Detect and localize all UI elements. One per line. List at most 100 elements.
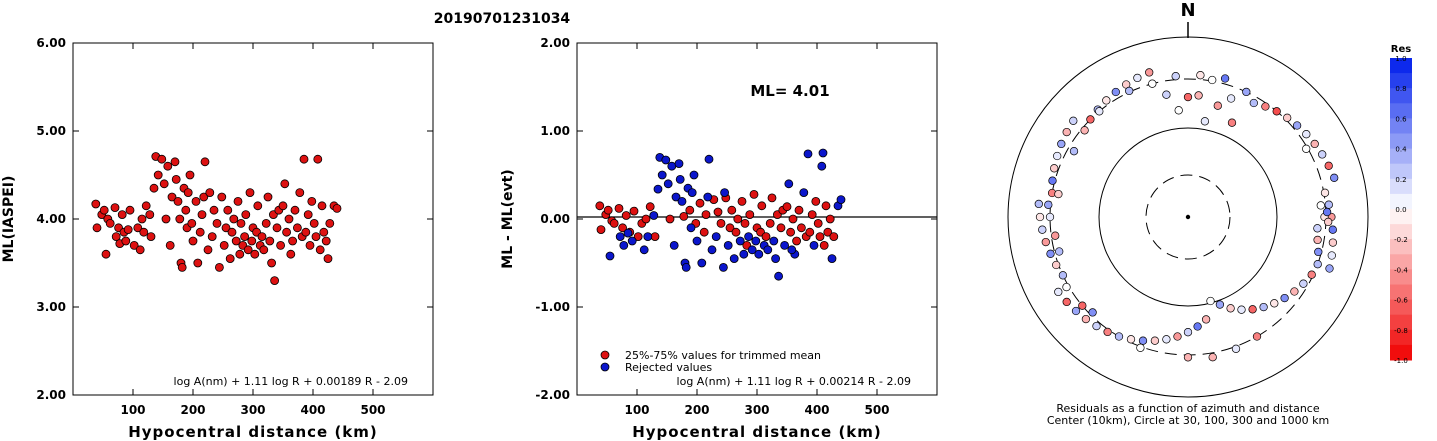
station-marker <box>1280 293 1289 303</box>
ml-point <box>229 214 239 224</box>
ml-point <box>315 245 325 255</box>
station-marker <box>1069 147 1079 156</box>
ml-points <box>91 152 342 286</box>
station-marker <box>1226 304 1235 313</box>
accepted-point <box>609 218 619 228</box>
ml-point <box>295 188 305 198</box>
station-marker <box>1307 270 1316 279</box>
station-marker <box>1034 199 1043 209</box>
accepted-point <box>595 201 605 211</box>
rejected-point <box>667 161 677 171</box>
station-marker <box>1038 225 1047 234</box>
ml-point <box>235 249 245 259</box>
accepted-point <box>749 189 759 199</box>
station-marker <box>1035 212 1045 222</box>
accepted-point <box>813 218 823 228</box>
ml-point <box>163 161 173 171</box>
colorbar-cell <box>1390 73 1412 89</box>
rejected-point <box>692 236 702 246</box>
ml-point <box>125 205 135 215</box>
station-marker <box>1220 74 1230 83</box>
legend-marker-accepted <box>600 350 610 360</box>
x-tick-label: 500 <box>360 403 385 417</box>
ml-scatter-panel: 100 200 300 400 500 2.00 3.00 4.00 5.00 6.00 Hyp… <box>1 36 434 441</box>
ml-point <box>214 262 224 272</box>
y-tick-label: -1.00 <box>535 300 570 314</box>
residual-formula: log A(nm) + 1.11 log R + 0.00214 R - 2.0… <box>677 375 911 388</box>
x-tick-label: 200 <box>684 403 709 417</box>
ml-point <box>309 218 319 228</box>
ml-point <box>99 205 109 215</box>
rejected-point <box>619 240 629 250</box>
y-tick-label: 1.00 <box>540 124 570 138</box>
colorbar-tick-label: 0.6 <box>1395 115 1407 123</box>
colorbar-cell <box>1390 118 1412 134</box>
station-marker <box>1325 264 1334 273</box>
legend-label-rejected: Rejected values <box>625 361 712 374</box>
x-tick-label: 400 <box>300 403 325 417</box>
ml-point <box>101 249 111 259</box>
ml-point <box>165 240 175 250</box>
ml-point <box>263 192 273 202</box>
colorbar-tick-label: 0.2 <box>1395 176 1406 184</box>
accepted-point <box>815 232 825 242</box>
ml-point <box>219 240 229 250</box>
station-marker <box>1290 287 1299 296</box>
ml-point <box>231 236 241 246</box>
station-marker <box>1069 116 1078 125</box>
ml-formula: log A(nm) + 1.11 log R + 0.00189 R - 2.0… <box>174 375 408 388</box>
accepted-point <box>665 214 675 224</box>
station-marker <box>1200 117 1210 126</box>
colorbar-cell <box>1390 103 1412 119</box>
colorbar-tick-label: -1.0 <box>1394 357 1408 365</box>
colorbar-cell <box>1390 163 1412 180</box>
ml-point <box>200 157 210 167</box>
station-marker <box>1316 201 1325 210</box>
ml-point <box>267 258 277 268</box>
y-tick-label: 0.00 <box>540 212 570 226</box>
colorbar-tick-label: 0.4 <box>1395 146 1407 154</box>
station-marker <box>1086 115 1095 124</box>
rejected-point <box>747 245 757 255</box>
x-tick-label: 100 <box>120 403 145 417</box>
accepted-point <box>767 193 777 203</box>
colorbar-cell <box>1390 254 1412 270</box>
station-marker <box>1062 297 1071 307</box>
y-tick-label: 2.00 <box>36 388 66 402</box>
accepted-point <box>821 201 831 211</box>
station-marker <box>1058 271 1068 280</box>
rejected-point <box>769 236 779 246</box>
rejected-point <box>836 195 846 205</box>
station-marker <box>1252 332 1262 341</box>
station-marker <box>1092 321 1101 331</box>
ml-point <box>181 205 191 215</box>
station-marker <box>1103 327 1112 337</box>
accepted-point <box>645 202 655 212</box>
colorbar-cell <box>1390 284 1412 301</box>
colorbar-tick-label: 1.0 <box>1395 55 1406 63</box>
ml-point <box>272 223 282 233</box>
colorbar-cell <box>1390 269 1412 285</box>
rejected-point <box>780 240 789 250</box>
colorbar: Res 1.0 0.8 0.6 0.4 0.2 0.0 -0.2 -0.4 -0.6 -0.8 -1… <box>1390 44 1412 365</box>
ml-point <box>187 218 197 228</box>
accepted-point <box>737 196 747 206</box>
accepted-point <box>776 223 786 233</box>
ml-point <box>135 245 145 255</box>
colorbar-cell <box>1390 314 1412 331</box>
ml-point <box>276 240 286 250</box>
station-marker <box>1088 308 1097 317</box>
accepted-point <box>618 223 627 233</box>
station-marker <box>1050 164 1059 173</box>
ml-point <box>149 183 159 193</box>
colorbar-cell <box>1390 178 1412 195</box>
station-marker <box>1183 353 1193 362</box>
figure-title: 20190701231034 <box>434 11 571 27</box>
station-marker <box>1145 68 1154 77</box>
rejected-point <box>751 236 761 246</box>
accepted-point <box>811 196 821 206</box>
station-marker <box>1102 96 1111 105</box>
ml-point <box>175 214 185 224</box>
ml-point <box>236 218 246 228</box>
polar-caption-2: Center (10km), Circle at 30, 100, 300 an… <box>1047 414 1329 427</box>
